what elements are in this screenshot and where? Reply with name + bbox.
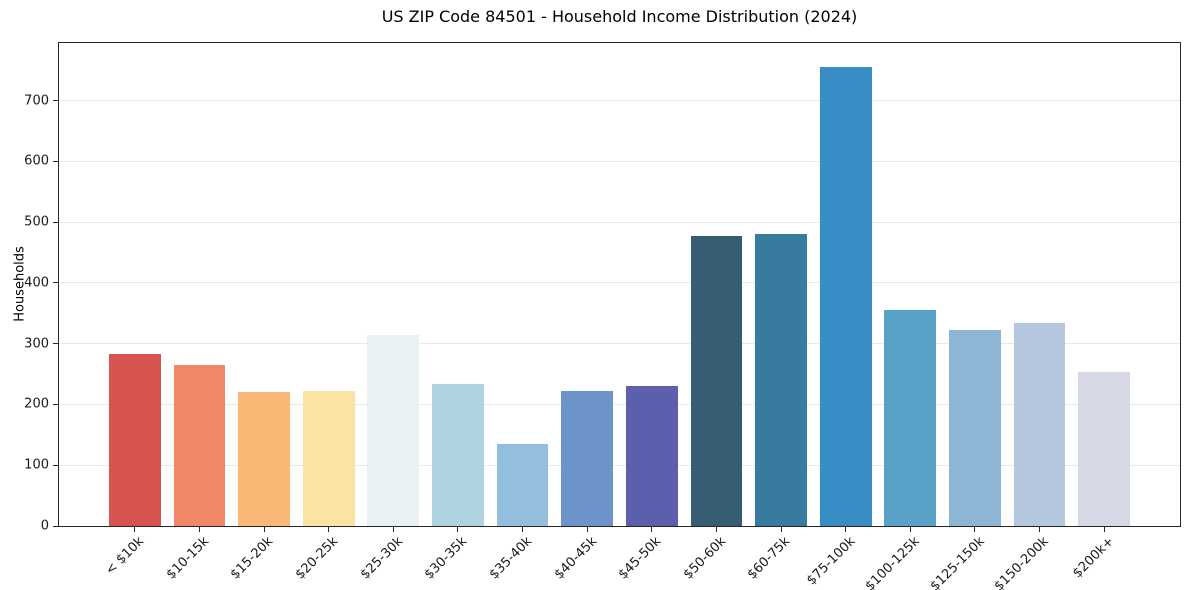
bar <box>690 236 743 526</box>
y-tick-mark <box>53 282 58 284</box>
y-gridline <box>59 282 1180 284</box>
x-tick-mark <box>586 527 588 532</box>
x-tick-mark <box>263 527 265 532</box>
x-tick-mark <box>909 527 911 532</box>
x-tick-mark <box>198 527 200 532</box>
x-tick-mark <box>328 527 330 532</box>
bar <box>755 234 807 526</box>
x-tick-label: $200k+ <box>1069 534 1117 582</box>
y-tick-mark <box>53 464 58 466</box>
plot-area: 0 100 200 300 400 500 600 700 < $10k $10-15k $15-2… <box>24 42 1181 590</box>
x-tick-mark <box>780 527 782 532</box>
x-tick-label: < $10k <box>103 534 148 579</box>
bar <box>819 67 872 526</box>
x-tick-label: $40-45k <box>551 534 600 583</box>
x-tick-label: $75-100k <box>803 534 859 589</box>
y-tick-label: 400 <box>24 275 49 291</box>
x-tick-mark <box>1039 527 1041 532</box>
y-tick-label: 600 <box>24 153 49 169</box>
y-tick-label: 500 <box>24 214 49 230</box>
bar <box>949 330 1001 526</box>
x-tick-mark <box>522 527 524 532</box>
y-tick-mark <box>53 221 58 223</box>
x-tick-mark <box>134 527 136 532</box>
x-tick-label: $150-200k <box>991 534 1053 590</box>
y-tick-mark <box>53 343 58 345</box>
bar <box>496 443 549 526</box>
y-tick-mark <box>53 160 58 162</box>
y-gridline <box>59 404 1180 405</box>
x-tick-label: $60-75k <box>745 534 794 583</box>
y-tick-label: 100 <box>24 457 49 473</box>
x-tick-mark <box>845 527 847 532</box>
x-tick-mark <box>457 527 459 532</box>
bar <box>108 354 161 526</box>
x-tick-label: $25-30k <box>357 534 406 583</box>
y-tick-label: 200 <box>24 396 49 412</box>
y-tick-mark <box>53 100 58 102</box>
y-tick-mark <box>53 404 58 405</box>
y-tick-mark <box>53 525 58 527</box>
x-tick-label: $50-60k <box>680 534 730 583</box>
y-tick-label: 300 <box>24 336 49 352</box>
x-tick-mark <box>392 527 394 532</box>
y-gridline <box>59 464 1180 466</box>
x-tick-label: $30-35k <box>422 534 471 583</box>
x-tick-label: $100-125k <box>862 534 923 590</box>
x-tick-mark <box>974 527 976 532</box>
x-tick-mark <box>651 527 653 532</box>
bar <box>432 383 484 526</box>
x-tick-mark <box>715 527 717 532</box>
y-gridline <box>59 100 1180 102</box>
x-tick-label: $10-15k <box>163 534 213 583</box>
y-gridline <box>59 343 1180 345</box>
y-gridline <box>59 160 1180 162</box>
bar <box>1078 372 1131 526</box>
y-gridline <box>59 221 1180 223</box>
x-tick-label: $20-25k <box>292 534 342 583</box>
bar <box>238 391 290 526</box>
bar <box>884 310 937 526</box>
bar <box>367 334 420 526</box>
y-tick-label: 0 <box>40 518 49 534</box>
chart-title: US ZIP Code 84501 - Household Income Dis… <box>381 7 858 26</box>
bar <box>625 385 678 526</box>
x-tick-label: $35-40k <box>486 534 536 583</box>
y-tick-label: 700 <box>24 93 49 109</box>
bar <box>1013 323 1066 526</box>
x-tick-label: $125-150k <box>927 534 988 590</box>
x-tick-label: $15-20k <box>228 534 277 583</box>
bar <box>561 391 614 526</box>
x-tick-label: $45-50k <box>615 534 665 583</box>
bar <box>302 391 355 526</box>
x-tick-mark <box>1103 527 1105 532</box>
bar <box>173 365 226 526</box>
